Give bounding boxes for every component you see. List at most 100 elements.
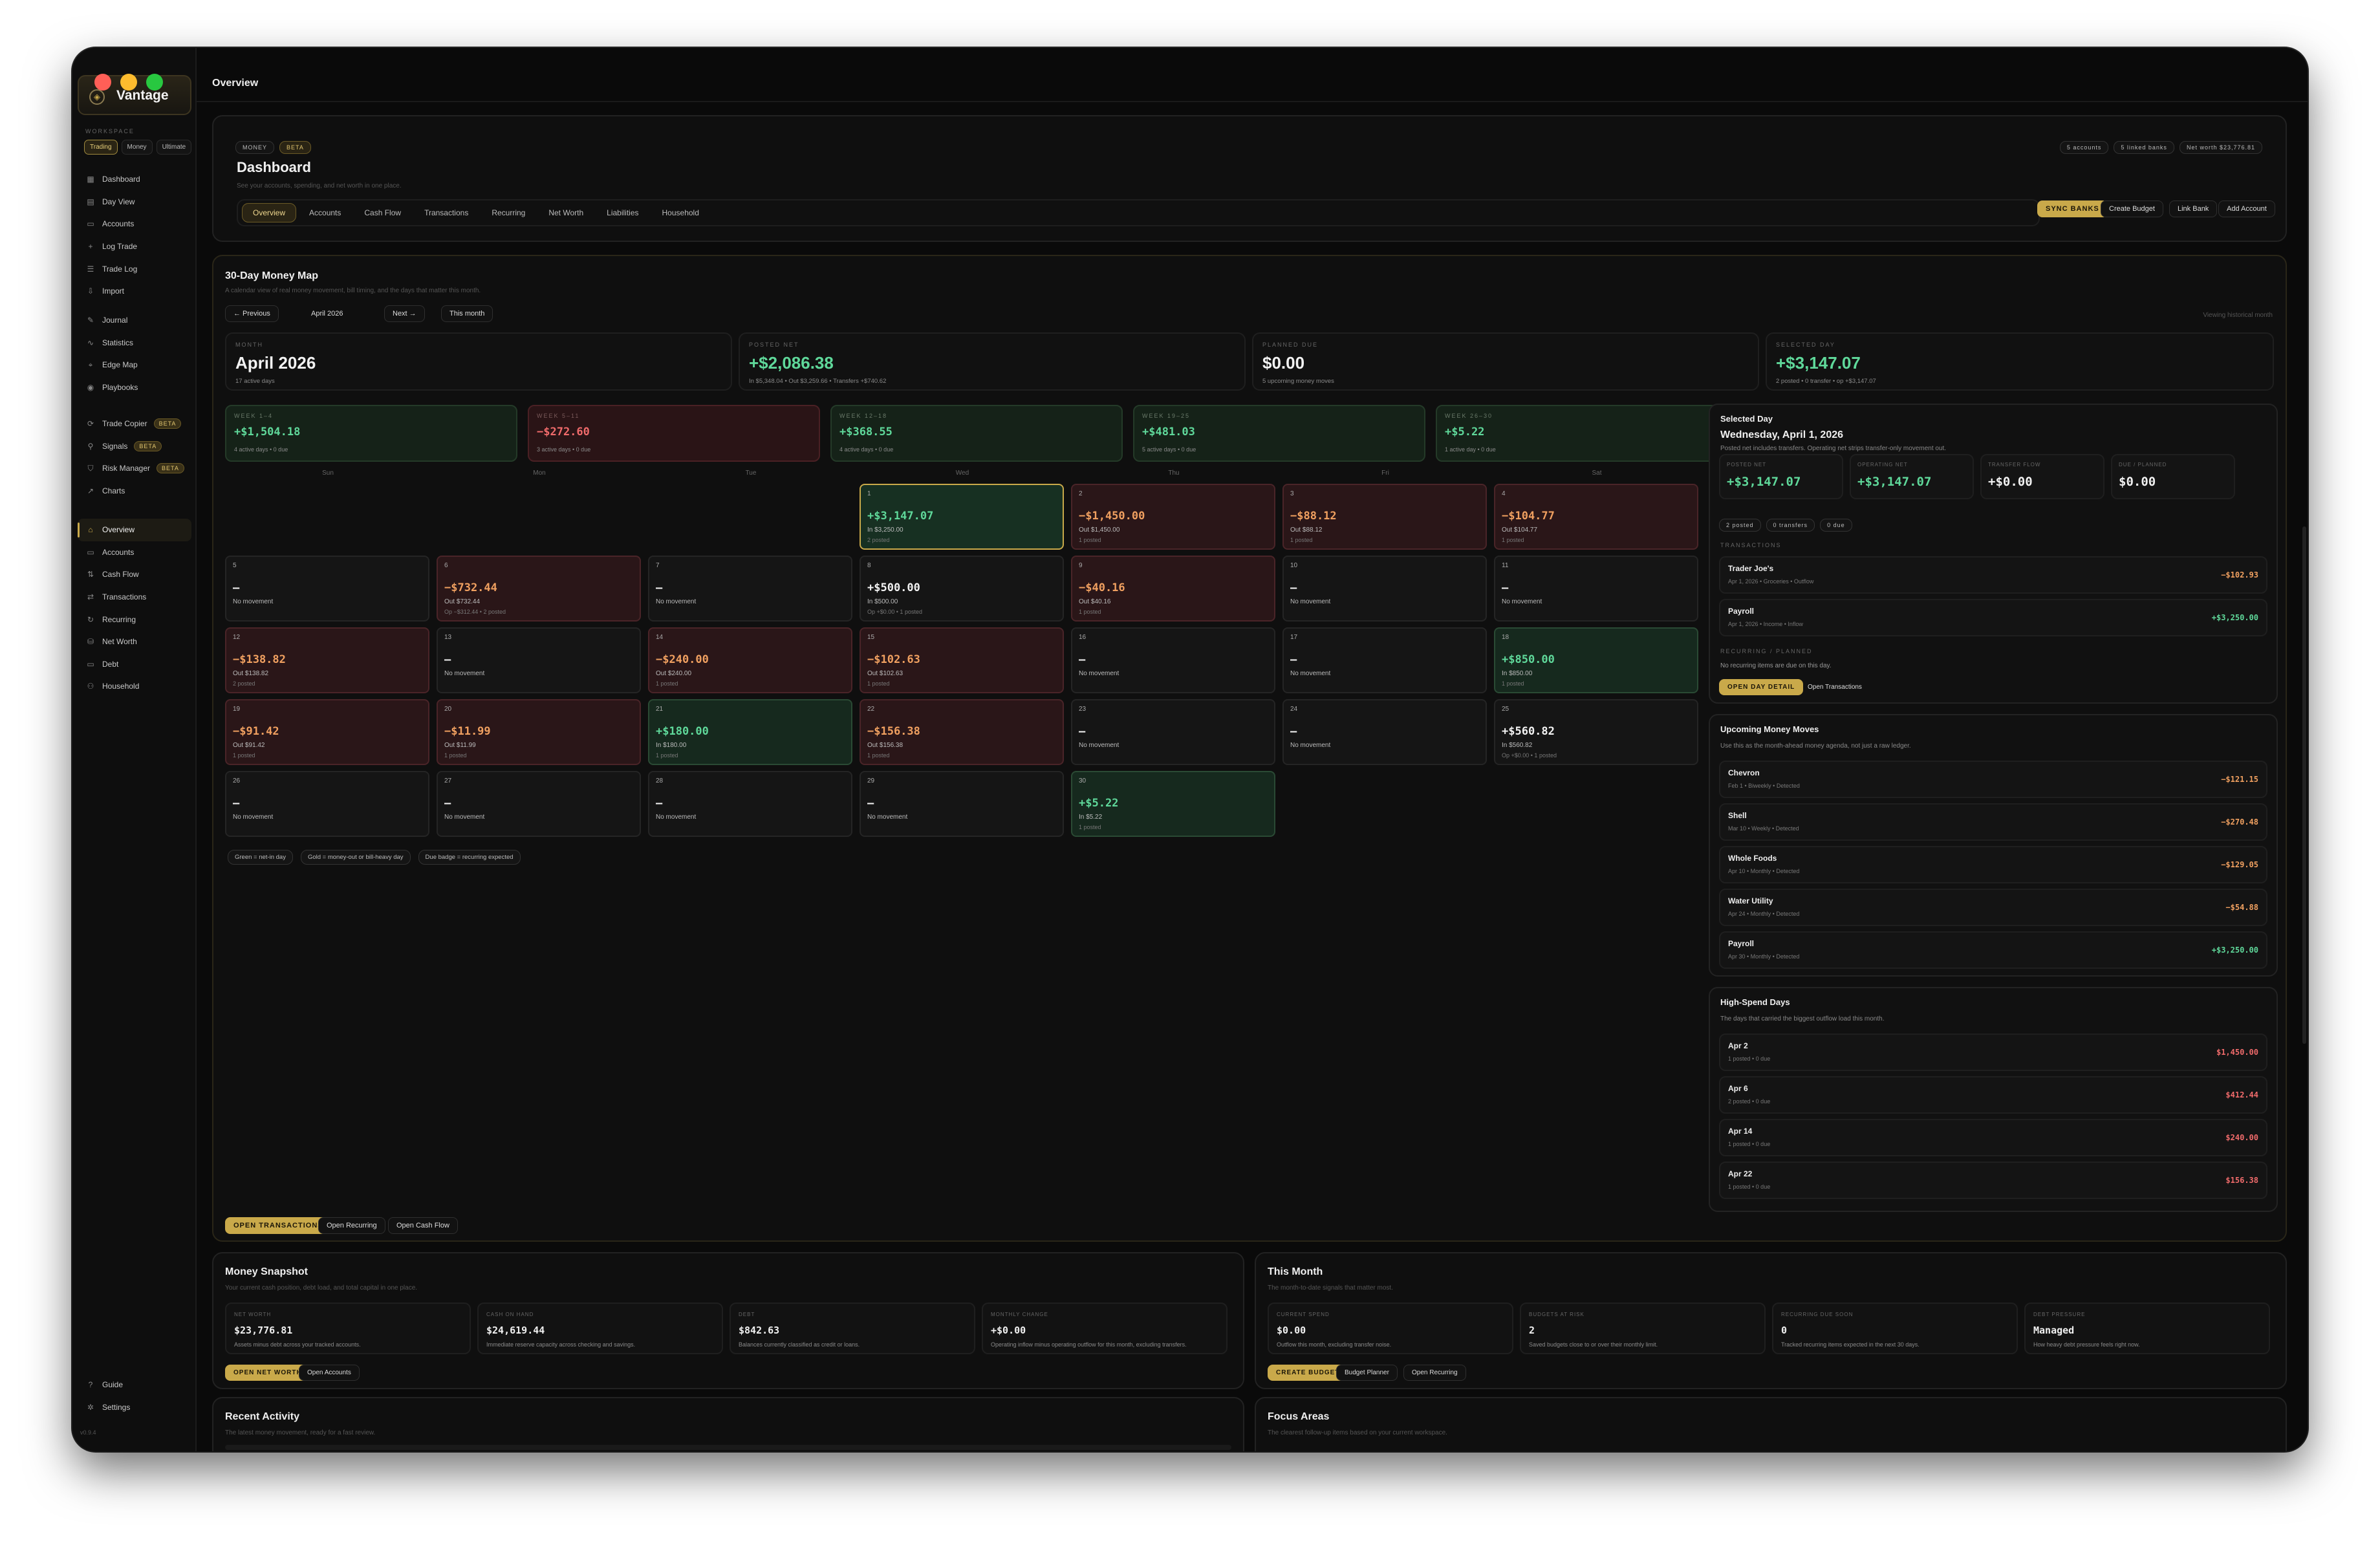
- calendar-day[interactable]: 7 — No movement: [648, 556, 852, 622]
- calendar-day[interactable]: 16 — No movement: [1071, 627, 1275, 693]
- sidebar-item-net-worth[interactable]: ⛁ Net Worth: [78, 631, 191, 653]
- calendar-day[interactable]: 12 −$138.82 Out $138.82 2 posted: [225, 627, 429, 693]
- sidebar-item-log-trade[interactable]: + Log Trade: [78, 235, 191, 258]
- sidebar-item-import[interactable]: ⇩ Import: [78, 280, 191, 303]
- tab-accounts[interactable]: Accounts: [309, 208, 341, 217]
- calendar-day[interactable]: 30 +$5.22 In $5.22 1 posted: [1071, 771, 1275, 837]
- calendar-day[interactable]: 29 — No movement: [860, 771, 1064, 837]
- open-cash-flow-button[interactable]: Open Cash Flow: [388, 1217, 458, 1234]
- open-day-detail-button[interactable]: OPEN DAY DETAIL: [1719, 679, 1804, 695]
- tab-liabilities[interactable]: Liabilities: [607, 208, 639, 217]
- upcoming-item[interactable]: Payroll Apr 30 • Monthly • Detected +$3,25…: [1719, 931, 2267, 969]
- open-recurring-cta[interactable]: Open Recurring: [1403, 1365, 1466, 1381]
- high-spend-item[interactable]: Apr 22 1 posted • 0 due $156.38: [1719, 1162, 2267, 1199]
- upcoming-item[interactable]: Whole Foods Apr 10 • Monthly • Detected −$…: [1719, 846, 2267, 883]
- calendar-day[interactable]: 19 −$91.42 Out $91.42 1 posted: [225, 699, 429, 765]
- tab-net-worth[interactable]: Net Worth: [548, 208, 584, 217]
- upcoming-item[interactable]: Water Utility Apr 24 • Monthly • Detected…: [1719, 889, 2267, 926]
- calendar-day[interactable]: 18 +$850.00 In $850.00 1 posted: [1494, 627, 1698, 693]
- calendar-day[interactable]: 23 — No movement: [1071, 699, 1275, 765]
- sidebar-item-accounts[interactable]: ▭ Accounts: [78, 213, 191, 235]
- sidebar-item-playbooks[interactable]: ◉ Playbooks: [78, 376, 191, 399]
- sidebar-item-day-view[interactable]: ▤ Day View: [78, 191, 191, 213]
- sidebar-item-recurring[interactable]: ↻ Recurring: [78, 608, 191, 631]
- scrollbar[interactable]: [2302, 526, 2306, 1044]
- high-spend-item[interactable]: Apr 6 2 posted • 0 due $412.44: [1719, 1076, 2267, 1114]
- calendar-day[interactable]: 20 −$11.99 Out $11.99 1 posted: [437, 699, 641, 765]
- calendar-day[interactable]: 2 −$1,450.00 Out $1,450.00 1 posted: [1071, 484, 1275, 550]
- budget-planner-button[interactable]: Budget Planner: [1336, 1365, 1398, 1381]
- next-month-button[interactable]: Next →: [384, 305, 425, 322]
- sync-banks-button[interactable]: SYNC BANKS: [2037, 200, 2108, 217]
- card-sub: Outflow this month, excluding transfer n…: [1277, 1341, 1392, 1348]
- sidebar-item-charts[interactable]: ↗ Charts: [78, 480, 191, 503]
- upcoming-item[interactable]: Chevron Feb 1 • Biweekly • Detected −$121.…: [1719, 761, 2267, 798]
- sidebar-item-statistics[interactable]: ∿ Statistics: [78, 332, 191, 354]
- topbar: Overview: [197, 48, 2308, 102]
- tab-cash-flow[interactable]: Cash Flow: [364, 208, 402, 217]
- calendar-day[interactable]: 8 +$500.00 In $500.00 Op +$0.00 • 1 posted: [860, 556, 1064, 622]
- open-transactions-button[interactable]: OPEN TRANSACTIONS: [225, 1217, 332, 1234]
- sidebar-item-settings[interactable]: ✲ Settings: [78, 1396, 191, 1419]
- open-transactions-link[interactable]: Open Transactions: [1808, 684, 1862, 691]
- calendar-day[interactable]: 3 −$88.12 Out $88.12 1 posted: [1282, 484, 1487, 550]
- transaction-row[interactable]: Trader Joe's Apr 1, 2026 • Groceries • O…: [1719, 556, 2267, 594]
- calendar-day[interactable]: 25 +$560.82 In $560.82 Op +$0.00 • 1 posted: [1494, 699, 1698, 765]
- calendar-day[interactable]: 24 — No movement: [1282, 699, 1487, 765]
- day-amount: −$88.12: [1290, 510, 1337, 523]
- sidebar-item-dashboard[interactable]: ▦ Dashboard: [78, 168, 191, 191]
- this-month-button[interactable]: This month: [441, 305, 493, 322]
- add-account-button[interactable]: Add Account: [2218, 200, 2275, 217]
- sidebar-item-guide[interactable]: ? Guide: [78, 1374, 191, 1396]
- link-bank-button[interactable]: Link Bank: [2169, 200, 2218, 217]
- calendar-day[interactable]: 11 — No movement: [1494, 556, 1698, 622]
- zoom-window-button[interactable]: [146, 74, 163, 91]
- calendar-day[interactable]: 14 −$240.00 Out $240.00 1 posted: [648, 627, 852, 693]
- upcoming-item[interactable]: Shell Mar 10 • Weekly • Detected −$270.48: [1719, 803, 2267, 841]
- tab-transactions[interactable]: Transactions: [424, 208, 469, 217]
- calendar-day[interactable]: 5 — No movement: [225, 556, 429, 622]
- sidebar-item-signals[interactable]: ⚲ Signals BETA: [78, 435, 191, 458]
- create-budget-cta[interactable]: CREATE BUDGET: [1268, 1365, 1348, 1381]
- sidebar-item-edge-map[interactable]: ⌖ Edge Map: [78, 354, 191, 376]
- calendar-day[interactable]: 27 — No movement: [437, 771, 641, 837]
- sidebar-item-transactions[interactable]: ⇄ Transactions: [78, 586, 191, 609]
- sidebar-item-accounts[interactable]: ▭ Accounts: [78, 541, 191, 564]
- sidebar-item-debt[interactable]: ▭ Debt: [78, 653, 191, 676]
- workspace-trading[interactable]: Trading: [84, 140, 118, 155]
- calendar-day[interactable]: 22 −$156.38 Out $156.38 1 posted: [860, 699, 1064, 765]
- calendar-day[interactable]: 28 — No movement: [648, 771, 852, 837]
- sidebar-item-risk-manager[interactable]: ⛉ Risk Manager BETA: [78, 457, 191, 480]
- calendar-day[interactable]: 21 +$180.00 In $180.00 1 posted: [648, 699, 852, 765]
- minimize-window-button[interactable]: [120, 74, 137, 91]
- tab-household[interactable]: Household: [662, 208, 699, 217]
- calendar-day[interactable]: 4 −$104.77 Out $104.77 1 posted: [1494, 484, 1698, 550]
- open-accounts-button[interactable]: Open Accounts: [299, 1365, 360, 1381]
- previous-month-button[interactable]: ← Previous: [225, 305, 279, 322]
- calendar-day[interactable]: 15 −$102.63 Out $102.63 1 posted: [860, 627, 1064, 693]
- sidebar-item-overview[interactable]: ⌂ Overview: [78, 519, 191, 541]
- workspace-money[interactable]: Money: [121, 140, 153, 155]
- calendar-day[interactable]: 26 — No movement: [225, 771, 429, 837]
- sidebar-item-journal[interactable]: ✎ Journal: [78, 309, 191, 332]
- sidebar-item-cash-flow[interactable]: ⇅ Cash Flow: [78, 563, 191, 586]
- calendar-day[interactable]: 9 −$40.16 Out $40.16 1 posted: [1071, 556, 1275, 622]
- open-net-worth-button[interactable]: OPEN NET WORTH: [225, 1365, 310, 1381]
- calendar-day[interactable]: 1 +$3,147.07 In $3,250.00 2 posted: [860, 484, 1064, 550]
- sidebar-item-trade-log[interactable]: ☰ Trade Log: [78, 257, 191, 280]
- calendar-day[interactable]: 10 — No movement: [1282, 556, 1487, 622]
- high-spend-item[interactable]: Apr 14 1 posted • 0 due $240.00: [1719, 1119, 2267, 1156]
- tab-overview[interactable]: Overview: [242, 203, 297, 222]
- close-window-button[interactable]: [94, 74, 111, 91]
- calendar-day[interactable]: 17 — No movement: [1282, 627, 1487, 693]
- workspace-ultimate[interactable]: Ultimate: [156, 140, 192, 155]
- sidebar-item-household[interactable]: ⚇ Household: [78, 675, 191, 698]
- high-spend-item[interactable]: Apr 2 1 posted • 0 due $1,450.00: [1719, 1033, 2267, 1071]
- tab-recurring[interactable]: Recurring: [492, 208, 526, 217]
- transaction-row[interactable]: Payroll Apr 1, 2026 • Income • Inflow +$…: [1719, 599, 2267, 636]
- calendar-day[interactable]: 6 −$732.44 Out $732.44 Op −$312.44 • 2 post…: [437, 556, 641, 622]
- sidebar-item-trade-copier[interactable]: ⟳ Trade Copier BETA: [78, 413, 191, 435]
- create-budget-button[interactable]: Create Budget: [2101, 200, 2163, 217]
- open-recurring-button[interactable]: Open Recurring: [318, 1217, 385, 1234]
- calendar-day[interactable]: 13 — No movement: [437, 627, 641, 693]
